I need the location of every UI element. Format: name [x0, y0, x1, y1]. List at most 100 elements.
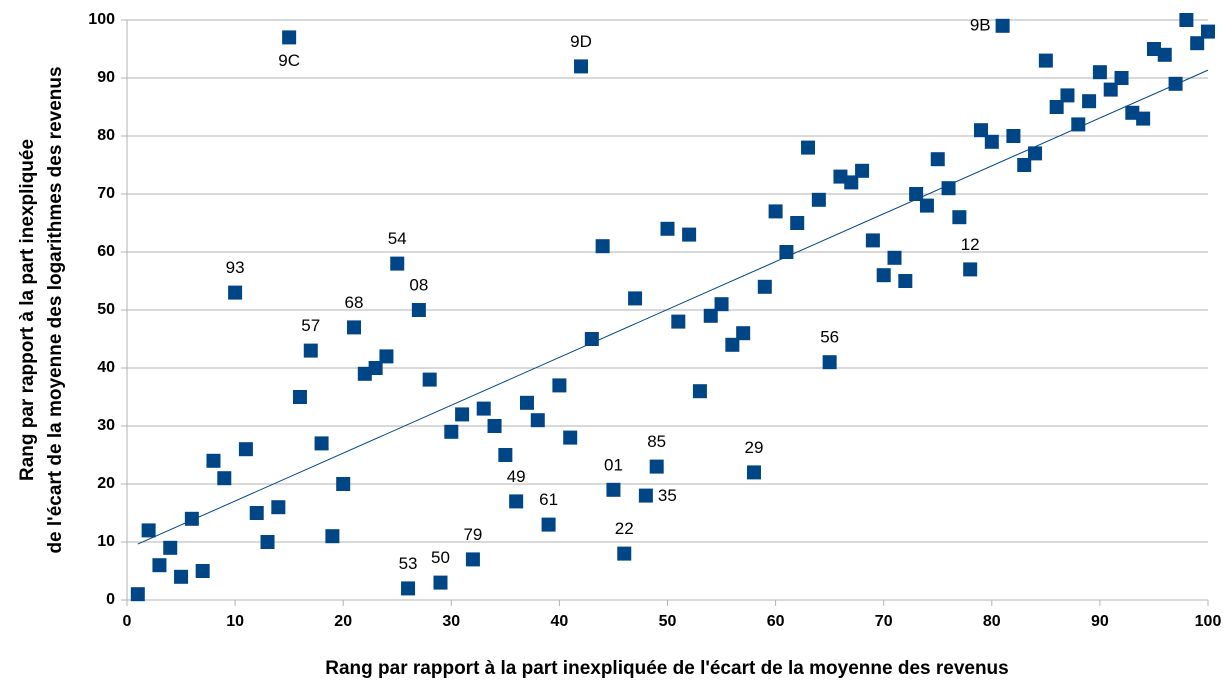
point	[401, 581, 416, 596]
point	[919, 198, 934, 213]
point	[595, 239, 610, 254]
point	[973, 123, 988, 138]
point	[952, 210, 967, 225]
point	[671, 314, 686, 329]
point-label: 08	[409, 275, 428, 294]
point	[865, 233, 880, 248]
point	[725, 337, 740, 352]
point	[303, 343, 318, 358]
point	[455, 407, 470, 422]
point	[898, 274, 913, 288]
point	[195, 564, 210, 578]
point	[822, 355, 837, 370]
point	[530, 413, 545, 428]
point	[887, 250, 902, 265]
point-label: 9C	[278, 51, 300, 70]
point	[649, 459, 664, 474]
point	[703, 308, 718, 323]
point	[238, 442, 253, 457]
point	[995, 18, 1010, 33]
y-axis-label: Rang par rapport à la part inexpliquée	[17, 139, 38, 481]
y-tick-label: 80	[97, 127, 115, 144]
point	[692, 384, 707, 399]
point	[163, 540, 178, 555]
point-label: 22	[615, 519, 634, 538]
x-tick-label: 0	[123, 613, 132, 630]
point	[347, 320, 362, 335]
point	[476, 401, 491, 416]
point	[584, 332, 599, 346]
point-label: 57	[301, 316, 320, 335]
x-tick-label: 40	[551, 613, 569, 630]
point	[487, 419, 502, 433]
point-label: 50	[431, 548, 450, 567]
point	[444, 424, 459, 439]
point-label: 68	[345, 293, 364, 312]
y-tick-label: 20	[97, 475, 115, 492]
point	[736, 326, 751, 341]
point	[1125, 105, 1140, 120]
point-label: 01	[604, 455, 623, 474]
point	[984, 134, 999, 149]
point-label: 29	[745, 438, 764, 457]
y-tick-label: 0	[106, 591, 115, 608]
point	[271, 500, 286, 515]
point	[606, 482, 621, 497]
point	[930, 152, 945, 167]
point	[1157, 47, 1172, 62]
point	[552, 378, 567, 393]
point	[1017, 158, 1032, 172]
trendline	[137, 69, 1209, 545]
point	[541, 517, 556, 532]
y-tick-label: 10	[97, 533, 115, 550]
point	[779, 245, 794, 259]
x-tick-label: 60	[767, 613, 785, 630]
point	[628, 291, 643, 306]
point	[1006, 129, 1021, 143]
point	[941, 181, 956, 196]
y-tick-label: 40	[97, 359, 115, 376]
point	[1028, 146, 1043, 161]
point	[1201, 24, 1215, 39]
point	[909, 187, 924, 201]
point	[390, 256, 405, 271]
point	[876, 268, 891, 283]
y-axis-label: de l'écart de la moyenne des logarithmes…	[45, 66, 66, 553]
y-tick-label: 60	[97, 243, 115, 260]
point	[638, 488, 653, 503]
point	[228, 285, 243, 300]
point-label: 35	[658, 486, 677, 505]
point-label: 79	[463, 525, 482, 544]
point	[801, 140, 816, 155]
point	[206, 453, 221, 468]
x-tick-label: 50	[659, 613, 677, 630]
point-label: 85	[647, 432, 666, 451]
point	[130, 587, 145, 602]
x-tick-label: 20	[334, 613, 352, 630]
point	[519, 395, 534, 410]
point	[811, 192, 826, 207]
point	[314, 436, 329, 451]
point	[757, 279, 772, 294]
point	[498, 448, 513, 462]
point	[714, 297, 729, 312]
point	[660, 221, 675, 236]
point	[1146, 42, 1161, 56]
point-label: 56	[820, 328, 839, 347]
point-label: 53	[399, 554, 418, 573]
point	[292, 390, 307, 404]
point	[336, 477, 351, 491]
point	[141, 523, 156, 538]
point	[768, 204, 783, 219]
point	[833, 169, 848, 184]
point	[746, 465, 761, 480]
point	[249, 506, 264, 520]
point	[1092, 65, 1107, 80]
point-label: 61	[539, 490, 558, 509]
point	[1168, 76, 1183, 91]
point	[433, 575, 448, 590]
point	[174, 569, 189, 584]
point	[465, 552, 480, 567]
point	[790, 216, 805, 230]
